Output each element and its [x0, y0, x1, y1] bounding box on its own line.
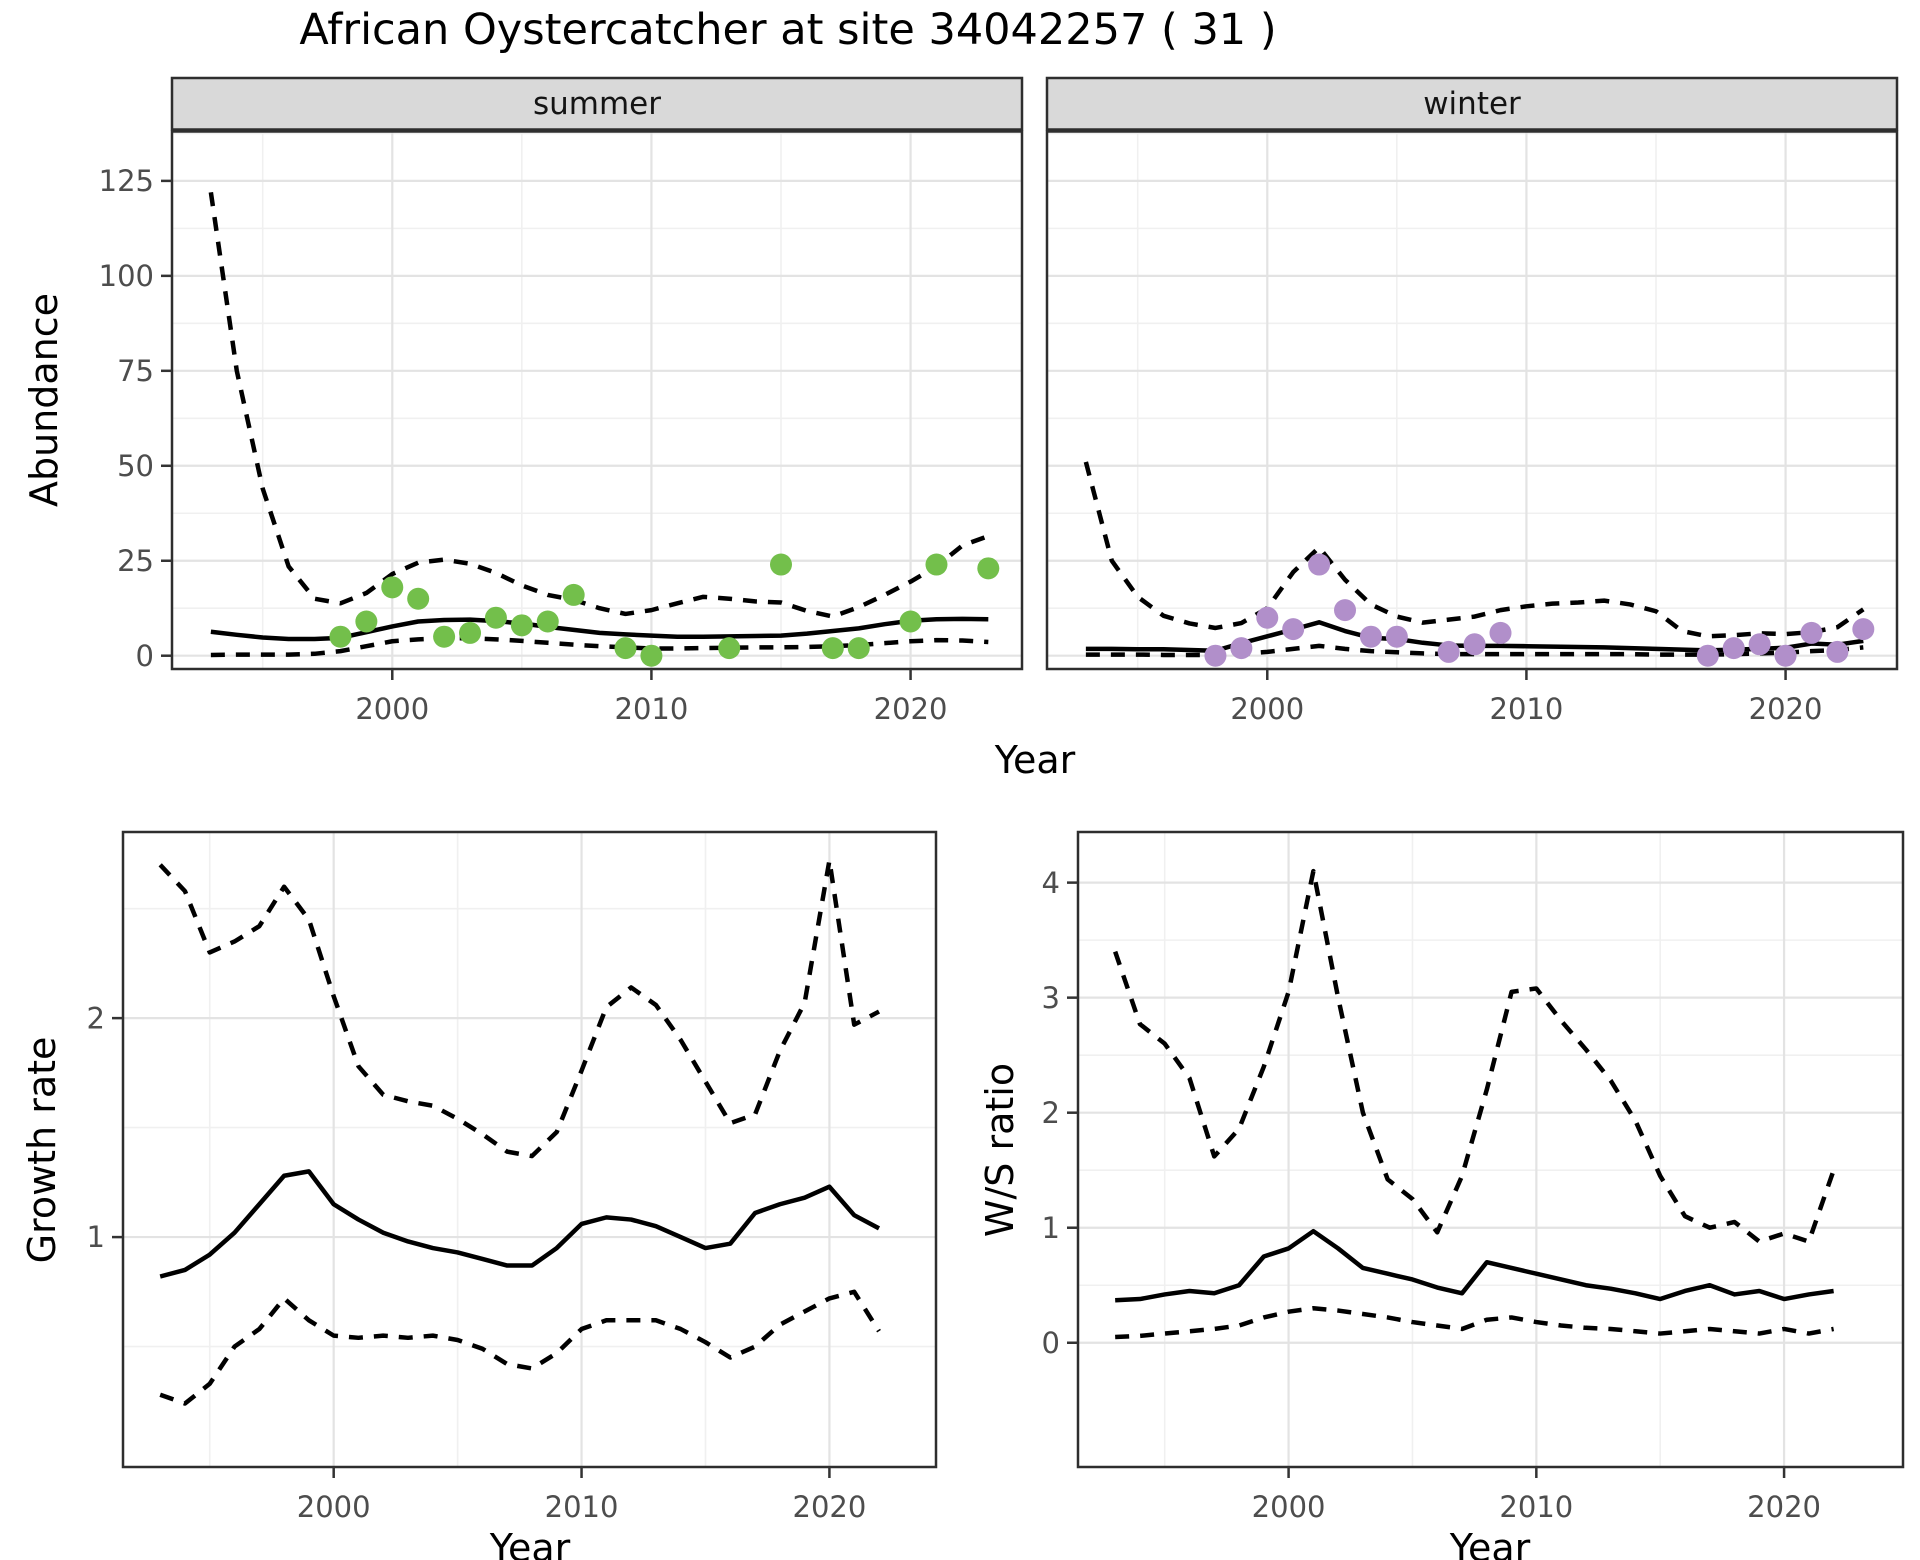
y-tick-label: 2 [1042, 1096, 1060, 1130]
data-point [847, 637, 870, 660]
facet-strip [1045, 76, 1899, 131]
data-point [329, 625, 352, 648]
x-tick-label: 2020 [1749, 692, 1823, 726]
panel-background [1078, 832, 1903, 1467]
y-tick-label: 0 [136, 639, 154, 673]
data-point [899, 610, 922, 633]
data-point [614, 637, 637, 660]
growth-rate-axis-title: Growth rate [20, 1036, 64, 1264]
data-point [1385, 625, 1408, 648]
x-tick-label: 2020 [793, 1490, 867, 1524]
ci-lower-line [210, 635, 989, 658]
data-point [484, 606, 507, 629]
ci-upper-line [1113, 868, 1836, 1244]
data-point [1774, 644, 1797, 667]
y-tick-label: 3 [1042, 981, 1060, 1015]
y-tick-label: 2 [87, 1001, 105, 1035]
data-point [381, 576, 404, 599]
y-tick-label: 1 [87, 1220, 105, 1254]
data-point [925, 553, 948, 576]
x-tick-label: 2000 [297, 1490, 371, 1524]
data-point [1722, 637, 1745, 660]
y-tick-label: 4 [1042, 866, 1060, 900]
data-point [1359, 625, 1382, 648]
panel-border [121, 830, 938, 1469]
panel-border [1076, 830, 1905, 1469]
facet-strip-label-winter: winter [1423, 86, 1521, 122]
x-tick-label: 2010 [545, 1490, 619, 1524]
ci-upper-line [208, 191, 990, 619]
series-group [1083, 461, 1875, 667]
data-point [1230, 637, 1253, 660]
data-point [1489, 621, 1512, 644]
x-tick-label: 2000 [355, 692, 429, 726]
y-tick-label: 100 [99, 259, 154, 293]
data-point [1800, 621, 1823, 644]
series-group [208, 191, 1000, 667]
ci-upper-line [1083, 461, 1865, 639]
data-point [640, 644, 663, 667]
y-tick-label: 25 [117, 544, 154, 578]
data-point [1463, 633, 1486, 656]
panel-background [123, 832, 936, 1467]
year-axis-title-bottom-right: Year [1449, 1526, 1531, 1560]
data-point [1696, 644, 1719, 667]
y-tick-label: 1 [1042, 1211, 1060, 1245]
data-point [1282, 618, 1305, 641]
series-group [1113, 868, 1836, 1340]
fit-line [1115, 1228, 1834, 1303]
data-point [407, 587, 430, 610]
chart-title: African Oystercatcher at site 34042257 (… [299, 5, 1277, 55]
panel-background [172, 131, 1022, 669]
ci-lower-line [159, 1289, 881, 1406]
data-point [1437, 640, 1460, 663]
data-point [718, 637, 741, 660]
data-point [1852, 618, 1875, 641]
x-tick-label: 2000 [1230, 692, 1304, 726]
abundance-axis-title: Abundance [22, 292, 66, 508]
data-point [1256, 606, 1279, 629]
facet-strip [170, 76, 1024, 131]
year-axis-title-bottom-left: Year [489, 1526, 571, 1560]
panel-border [1045, 130, 1899, 671]
x-tick-label: 2010 [1499, 1490, 1573, 1524]
x-tick-label: 2000 [1252, 1490, 1326, 1524]
ci-lower-line [1115, 1306, 1835, 1340]
y-tick-label: 0 [1042, 1326, 1060, 1360]
data-point [433, 625, 456, 648]
y-tick-label: 125 [99, 164, 154, 198]
year-axis-title-top: Year [994, 738, 1076, 782]
facet-strip-label-summer: summer [532, 86, 662, 122]
series-group [158, 858, 881, 1406]
x-tick-label: 2010 [1490, 692, 1564, 726]
data-point [1334, 599, 1357, 622]
x-tick-label: 2020 [874, 692, 948, 726]
data-point [355, 610, 378, 633]
data-point [562, 583, 585, 606]
panel-border [170, 130, 1024, 671]
data-point [459, 621, 482, 644]
data-point [536, 610, 559, 633]
y-tick-label: 75 [117, 354, 154, 388]
data-point [1748, 633, 1771, 656]
data-point [1826, 640, 1849, 663]
ws-ratio-axis-title: W/S ratio [978, 1062, 1022, 1238]
data-point [977, 557, 1000, 580]
data-point [821, 637, 844, 660]
x-tick-label: 2010 [615, 692, 689, 726]
x-tick-label: 2020 [1747, 1490, 1821, 1524]
panel-background [1047, 131, 1897, 669]
y-tick-label: 50 [117, 449, 154, 483]
fit-line [159, 1169, 881, 1279]
data-point [1204, 644, 1227, 667]
ci-upper-line [158, 858, 881, 1159]
data-point [1308, 553, 1331, 576]
data-point [510, 614, 533, 637]
data-point [769, 553, 792, 576]
